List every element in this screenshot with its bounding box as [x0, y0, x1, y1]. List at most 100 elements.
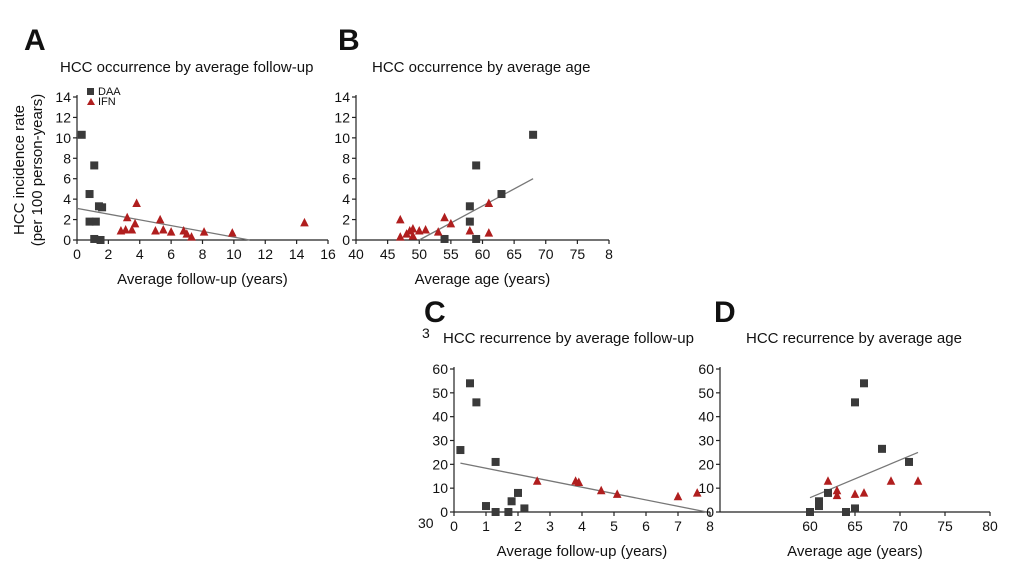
- daa-point: [465, 217, 474, 226]
- ifn-point: [132, 198, 141, 207]
- y-tick-label: 60: [698, 361, 714, 377]
- x-tick-label: 70: [892, 518, 908, 534]
- x-tick-label: 2: [104, 246, 112, 262]
- x-tick-label: 6: [642, 518, 650, 534]
- panel-b-plot: 0 2 4 6 8 10 12 14 40 45 50 55 60 65 70 75 8 Average age …: [334, 89, 613, 288]
- daa-point: [842, 508, 850, 516]
- ifn-point: [130, 218, 140, 228]
- ifn-point: [408, 224, 418, 233]
- daa-point: [77, 130, 86, 139]
- daa-point: [520, 504, 529, 513]
- ifn-point: [151, 226, 160, 235]
- ifn-point: [574, 477, 584, 486]
- x-tick-label: 2: [514, 518, 522, 534]
- ifn-point: [182, 229, 192, 238]
- y-tick-label: 2: [342, 212, 350, 228]
- daa-point: [878, 444, 886, 453]
- daa-point: [472, 234, 481, 243]
- legend-ifn-label: IFN: [98, 96, 116, 108]
- ifn-point: [850, 489, 860, 498]
- daa-point: [824, 488, 832, 497]
- daa-point: [851, 398, 859, 407]
- panel-a-plot: 0 2 4 6 8 10 12 14 0 2 4 6 8 10 12 14 16 Average follow-u…: [55, 86, 336, 288]
- ifn-point: [913, 476, 923, 485]
- y-tick-label: 4: [63, 191, 71, 207]
- panel-label-d: D: [714, 296, 736, 329]
- x-tick-label: 8: [605, 246, 613, 262]
- x-tick-label: 60: [802, 518, 818, 534]
- ifn-point: [612, 489, 622, 498]
- y-tick-label: 12: [55, 109, 71, 125]
- ifn-point: [596, 485, 606, 495]
- daa-point: [85, 217, 94, 226]
- x-tick-label: 1: [482, 518, 490, 534]
- y-tick-label: 0: [63, 232, 71, 248]
- daa-point: [514, 488, 522, 497]
- y-tick-label: 8: [63, 150, 71, 166]
- daa-point: [91, 217, 100, 226]
- x-tick-label: 0: [73, 246, 81, 262]
- x-tick-label: 70: [538, 246, 554, 262]
- x-axis-label: Average age (years): [787, 543, 923, 560]
- x-tick-label: 60: [475, 246, 491, 262]
- legend-daa-swatch: [87, 88, 94, 95]
- panel-c-stray-label-1: 30: [418, 515, 434, 531]
- panel-c-plot: 0 10 20 30 40 50 60 0 1 2 3 4 5 6 7 8 Average follow-up …: [432, 361, 714, 560]
- daa-point: [90, 234, 99, 243]
- ifn-point: [484, 198, 494, 207]
- x-tick-label: 3: [546, 518, 554, 534]
- y-tick-label: 10: [55, 130, 71, 146]
- y-tick-label: 14: [55, 89, 71, 105]
- panel-b-title: HCC occurrence by average age: [372, 59, 590, 76]
- ifn-point: [823, 476, 833, 485]
- x-tick-label: 55: [443, 246, 459, 262]
- trend-line: [76, 207, 250, 241]
- y-tick-label: 6: [342, 171, 350, 187]
- ifn-point: [408, 231, 418, 240]
- y-tick-label: 0: [706, 504, 714, 520]
- x-tick-label: 5: [610, 518, 618, 534]
- x-tick-label: 0: [450, 518, 458, 534]
- y-tick-label: 8: [342, 150, 350, 166]
- ifn-point: [395, 232, 405, 241]
- ifn-point: [886, 476, 896, 485]
- daa-point: [860, 379, 868, 388]
- y-tick-label: 40: [698, 409, 714, 425]
- y-tick-label: 10: [432, 480, 448, 496]
- daa-point: [491, 508, 500, 516]
- daa-point: [815, 497, 823, 506]
- ifn-point: [199, 227, 209, 236]
- daa-point: [465, 202, 474, 211]
- ifn-point: [395, 214, 405, 224]
- ifn-point: [446, 218, 456, 228]
- daa-point: [98, 203, 107, 212]
- daa-point: [85, 190, 94, 199]
- trend-line: [460, 462, 707, 513]
- ifn-point: [127, 225, 137, 234]
- ifn-point: [300, 217, 309, 227]
- daa-point: [90, 161, 99, 170]
- ifn-point: [673, 491, 683, 501]
- x-tick-label: 4: [578, 518, 586, 534]
- x-tick-label: 75: [937, 518, 953, 534]
- daa-point: [491, 457, 500, 466]
- panel-label-b: B: [338, 24, 360, 57]
- daa-point: [466, 379, 474, 388]
- x-tick-label: 80: [982, 518, 998, 534]
- y-tick-label: 20: [432, 456, 448, 472]
- x-tick-label: 40: [348, 246, 364, 262]
- y-tick-label: 50: [698, 385, 714, 401]
- x-axis-label: Average follow-up (years): [497, 543, 668, 560]
- daa-point: [529, 130, 538, 139]
- legend-daa-label: DAA: [98, 86, 121, 98]
- x-tick-label: 8: [199, 246, 207, 262]
- ifn-point: [440, 212, 449, 222]
- x-tick-label: 65: [506, 246, 522, 262]
- y-tick-label: 14: [334, 89, 350, 105]
- x-tick-label: 7: [674, 518, 682, 534]
- x-tick-label: 65: [847, 518, 863, 534]
- y-tick-label: 30: [698, 433, 714, 449]
- ifn-point: [832, 490, 842, 500]
- ifn-point: [484, 228, 494, 237]
